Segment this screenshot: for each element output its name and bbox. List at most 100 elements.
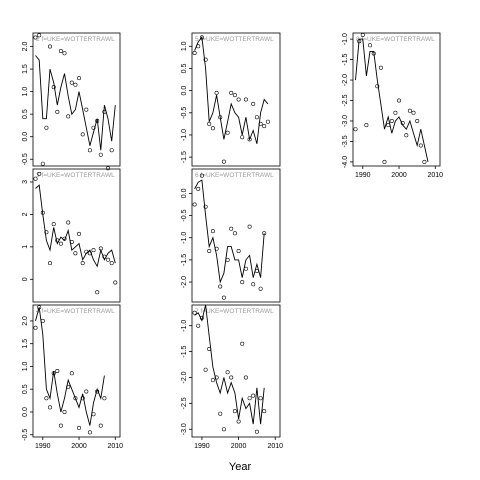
y-tick-label: -0.5 xyxy=(22,429,29,441)
data-point xyxy=(232,231,237,236)
data-point xyxy=(251,282,256,287)
data-point xyxy=(236,249,241,254)
data-point xyxy=(73,251,78,256)
data-point xyxy=(262,409,267,414)
data-point xyxy=(40,161,45,166)
data-point xyxy=(73,396,78,401)
data-point xyxy=(247,137,252,142)
y-tick-label: -2.5 xyxy=(342,94,349,106)
data-point xyxy=(396,98,401,103)
data-point xyxy=(229,226,234,231)
y-tick-label: -1.0 xyxy=(342,33,349,45)
data-point xyxy=(262,231,267,236)
y-tick-label: 2.0 xyxy=(22,42,29,52)
data-point xyxy=(109,148,114,153)
data-point xyxy=(40,318,45,323)
y-tick-label: 0.0 xyxy=(181,86,188,96)
data-point xyxy=(44,125,49,130)
data-point xyxy=(69,80,74,85)
panel-strip-label: 8 f=UKE=WOTTERTRAWL xyxy=(356,36,435,43)
data-point xyxy=(58,48,63,53)
data-point xyxy=(51,85,56,90)
panel-frame xyxy=(352,32,441,167)
data-point xyxy=(251,101,256,106)
panel-frame xyxy=(191,168,281,303)
data-point xyxy=(199,173,204,178)
y-tick-label: 1 xyxy=(22,245,29,249)
data-point xyxy=(225,370,230,375)
panel-strip-label: 4 f=UKE=WOTTERTRAWL xyxy=(36,308,115,315)
panel-6: 7 f=UKE=WOTTERTRAWL -3.0 -2.5 -2.0 -1.5 -1.0 1… xyxy=(181,304,283,450)
data-point xyxy=(229,90,234,95)
y-tick-label: 1.5 xyxy=(22,339,29,349)
y-tick-label: -2.5 xyxy=(181,397,188,409)
data-point xyxy=(196,44,201,49)
data-point xyxy=(240,341,245,346)
data-point xyxy=(192,310,197,315)
data-point xyxy=(37,305,42,310)
data-point xyxy=(415,119,420,124)
y-tick-label: 0 xyxy=(22,277,29,281)
data-point xyxy=(87,148,92,153)
data-point xyxy=(243,375,248,380)
data-point xyxy=(51,371,56,376)
data-point xyxy=(199,35,204,40)
data-point xyxy=(102,254,107,259)
data-point xyxy=(254,429,259,434)
y-tick-label: 0.0 xyxy=(22,407,29,417)
data-point xyxy=(51,222,56,227)
data-point xyxy=(214,375,219,380)
data-point xyxy=(203,204,208,209)
data-point xyxy=(210,229,215,234)
data-point xyxy=(382,159,387,164)
data-point xyxy=(98,423,103,428)
data-point xyxy=(192,50,197,55)
data-point xyxy=(95,290,100,295)
panel-7: 8 f=UKE=WOTTERTRAWL -4.0 -3.5 -3.0 -2.5 -2.0 -… xyxy=(342,32,443,179)
panel-strip-label: 2 f=UKE=WOTTERTRAWL xyxy=(36,36,115,43)
data-point xyxy=(371,51,376,56)
data-point xyxy=(254,268,259,273)
data-point xyxy=(37,33,42,38)
data-point xyxy=(80,132,85,137)
data-point xyxy=(47,44,52,49)
data-point xyxy=(258,286,263,291)
y-tick-label: 2.0 xyxy=(22,316,29,326)
data-point xyxy=(210,378,215,383)
data-point xyxy=(400,121,405,126)
data-point xyxy=(243,97,248,102)
panel-frame xyxy=(32,304,121,438)
data-point xyxy=(69,240,74,245)
x-tick-label: 2000 xyxy=(231,443,247,450)
data-point xyxy=(196,323,201,328)
data-point xyxy=(411,110,416,115)
y-tick-label: 0.0 xyxy=(181,188,188,198)
data-point xyxy=(55,368,60,373)
data-point xyxy=(407,108,412,113)
data-point xyxy=(109,261,114,266)
panel-4: 5 f=UKE=WOTTERTRAWL -1.5 -1.0 -0.5 0.0 0.5 1.0 xyxy=(181,32,281,167)
data-point xyxy=(378,65,383,70)
y-tick-label: -1.0 xyxy=(181,129,188,141)
panel-frame xyxy=(191,32,281,167)
panel-strip-label: 6 f=UKE=WOTTERTRAWL xyxy=(195,172,274,179)
data-point xyxy=(58,423,63,428)
panel-1: 2 f=UKE=WOTTERTRAWL -0.5 0.0 0.5 1.0 1.5 2.0 xyxy=(22,32,121,171)
data-point xyxy=(40,210,45,215)
y-tick-label: -1.5 xyxy=(181,345,188,357)
data-point xyxy=(389,119,394,124)
data-point xyxy=(91,125,96,130)
fitted-line xyxy=(194,36,269,144)
x-tick-label: 2000 xyxy=(71,443,87,450)
data-point xyxy=(192,202,197,207)
data-point xyxy=(221,159,226,164)
y-tick-label: -1.5 xyxy=(181,254,188,266)
data-point xyxy=(98,246,103,251)
panel-3: 4 f=UKE=WOTTERTRAWL -0.5 0.0 0.5 1.0 1.5 2.0 19… xyxy=(22,304,123,450)
y-tick-label: 0.5 xyxy=(22,109,29,119)
data-point xyxy=(240,135,245,140)
panel-frame xyxy=(32,32,121,167)
panel-5: 6 f=UKE=WOTTERTRAWL -2.0 -1.5 -1.0 -0.5 0.0 xyxy=(181,168,281,303)
data-point xyxy=(258,121,263,126)
